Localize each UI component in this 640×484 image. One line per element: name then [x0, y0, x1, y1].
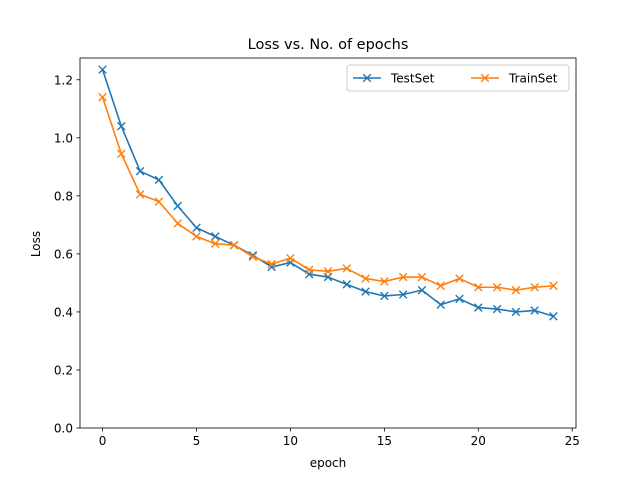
legend-label-testset: TestSet — [390, 72, 435, 86]
x-tick-label: 10 — [283, 434, 298, 448]
data-point-trainset — [286, 253, 295, 263]
y-tick-label: 0.2 — [54, 363, 73, 377]
x-axis-label: epoch — [310, 456, 347, 470]
data-point-testset — [455, 294, 464, 304]
data-point-testset — [436, 300, 446, 309]
legend-marker-testset — [362, 73, 372, 83]
x-tick-label: 20 — [471, 434, 486, 448]
y-tick-label: 0.4 — [54, 305, 73, 319]
data-point-trainset — [342, 264, 352, 273]
data-point-trainset — [173, 219, 182, 228]
y-tick-label: 0.8 — [54, 189, 73, 203]
data-point-testset — [530, 306, 539, 315]
axes-frame — [79, 57, 577, 429]
y-tick-label: 0.0 — [54, 422, 73, 436]
data-point-trainset — [154, 197, 164, 206]
data-point-trainset — [361, 274, 370, 283]
data-point-trainset — [380, 277, 389, 286]
data-point-testset — [492, 304, 502, 314]
data-point-testset — [417, 285, 427, 295]
series-line-trainset — [101, 96, 554, 291]
data-point-testset — [135, 166, 145, 176]
data-point-trainset — [474, 282, 483, 292]
legend-marker-trainset — [480, 73, 490, 83]
data-point-trainset — [455, 274, 464, 283]
data-point-trainset — [492, 282, 502, 292]
data-point-testset — [173, 201, 182, 211]
data-point-testset — [267, 262, 276, 272]
data-point-testset — [511, 307, 521, 317]
data-point-trainset — [267, 259, 276, 269]
data-point-testset — [361, 287, 370, 296]
data-point-trainset — [210, 239, 220, 249]
y-axis-label: Loss — [29, 231, 43, 257]
data-point-trainset — [398, 272, 408, 282]
data-point-trainset — [417, 272, 427, 282]
y-tick-label: 1.2 — [54, 73, 73, 87]
data-point-testset — [117, 121, 126, 131]
data-point-testset — [474, 303, 483, 312]
data-point-testset — [154, 175, 164, 185]
data-point-trainset — [98, 92, 107, 102]
legend-box — [346, 64, 570, 92]
y-tick-label: 1.0 — [54, 131, 73, 145]
data-point-testset — [549, 311, 558, 321]
data-point-testset — [398, 290, 408, 299]
data-point-trainset — [549, 281, 558, 291]
series-line-testset — [101, 69, 554, 318]
data-point-testset — [192, 223, 201, 233]
data-point-testset — [98, 65, 107, 74]
data-point-trainset — [511, 285, 521, 295]
data-point-testset — [380, 291, 389, 301]
data-point-trainset — [135, 190, 145, 199]
x-tick-label: 15 — [377, 434, 392, 448]
data-point-trainset — [530, 282, 539, 292]
data-point-trainset — [248, 252, 258, 262]
data-point-trainset — [192, 232, 201, 241]
legend-label-trainset: TrainSet — [508, 72, 558, 86]
data-point-trainset — [304, 265, 314, 275]
chart-title: Loss vs. No. of epochs — [248, 37, 409, 53]
x-tick-label: 25 — [565, 434, 580, 448]
data-point-testset — [210, 232, 220, 241]
data-point-trainset — [323, 266, 333, 276]
data-point-testset — [342, 280, 352, 289]
data-point-trainset — [436, 281, 446, 291]
x-tick-label: 0 — [99, 434, 107, 448]
x-tick-label: 5 — [193, 434, 201, 448]
y-tick-label: 0.6 — [54, 247, 73, 261]
plot-area: 0 5 10 15 20 25 0.0 0.2 0.4 0.6 0.8 1.0 1.2 TestSet Tr… — [54, 57, 580, 448]
data-point-trainset — [117, 149, 126, 159]
data-point-trainset — [229, 240, 239, 250]
